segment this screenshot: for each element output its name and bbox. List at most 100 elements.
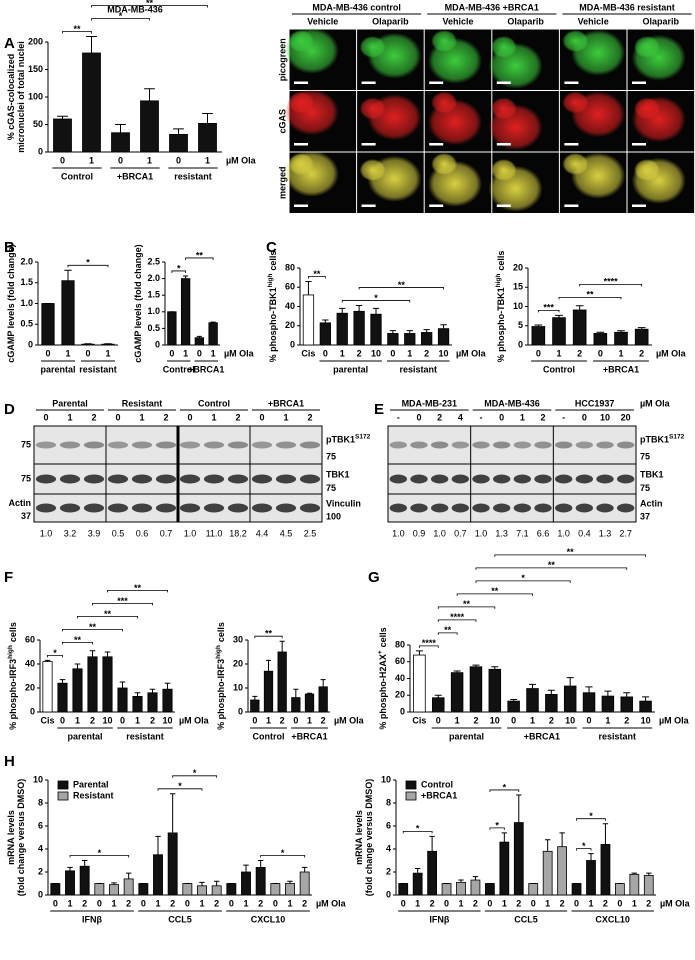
band (299, 441, 321, 449)
lane-label: 2 (307, 412, 312, 422)
x-tick-label: 2 (424, 348, 429, 358)
band (275, 441, 297, 449)
bar (302, 294, 315, 346)
x-tick-label: 2 (321, 715, 326, 725)
error-bar (183, 275, 189, 279)
error-bar (623, 692, 631, 697)
bar (398, 883, 409, 896)
bar (169, 133, 188, 153)
legend-swatch (57, 780, 69, 790)
bar (194, 337, 205, 346)
bar (42, 661, 53, 713)
error-bar (59, 679, 66, 684)
y-tick-label: 4 (38, 843, 43, 853)
group-label: parental (67, 731, 102, 741)
error-bar (243, 864, 249, 872)
x-tick-label: 0 (45, 348, 50, 358)
y-axis-label: cGAMP levels (fold change) (6, 244, 16, 362)
band (513, 503, 532, 513)
group-label: Control (163, 364, 195, 374)
significance-label: ** (74, 635, 82, 645)
lane-label: 2 (235, 412, 240, 422)
lane-label: 0 (115, 412, 120, 422)
lane-label: 1 (139, 412, 144, 422)
error-bar (453, 670, 461, 673)
scale-bar (496, 204, 511, 207)
error-bar (516, 794, 522, 823)
error-bar (202, 113, 213, 124)
row-label: Actin (640, 499, 663, 509)
significance-label: ** (313, 269, 321, 279)
group-label: resistant (399, 364, 437, 374)
group-label: IFNβ (429, 914, 449, 924)
microscopy-panel: MDA-MB-436 control Vehicle Olaparib MDA-MB-… (277, 2, 695, 213)
lane-label: - (397, 412, 400, 422)
bar (526, 688, 539, 713)
y-axis-label-sup: + (377, 650, 384, 654)
nucleus (634, 159, 660, 181)
significance-label: ** (73, 24, 81, 34)
error-bar (534, 324, 543, 327)
x-tick-label: Cis (412, 715, 426, 725)
blot-header: MDA-MB-231 (402, 398, 458, 408)
panel-label: A (4, 35, 15, 52)
x-tick-label: 0 (536, 348, 541, 358)
bar (542, 850, 553, 896)
bar (162, 688, 173, 713)
error-bar (144, 88, 155, 101)
quantification: 0.7 (454, 528, 467, 538)
band (131, 474, 153, 484)
row-label-text: pTBK1 (326, 435, 355, 445)
group-label: CCL5 (168, 914, 192, 924)
mw-marker: 100 (326, 511, 341, 521)
scale-bar (496, 143, 511, 146)
band (35, 474, 57, 484)
band (179, 503, 201, 513)
y-axis-label-sup: high (267, 274, 274, 288)
bar (370, 313, 382, 346)
x-tick-label: Cis (301, 348, 315, 358)
y-tick-label: 0 (386, 889, 391, 899)
mw-marker: 37 (640, 511, 650, 521)
error-bar (74, 663, 81, 669)
error-bar (89, 650, 96, 657)
error-bar (57, 115, 68, 119)
band (472, 503, 490, 513)
nucleus (562, 91, 589, 114)
group-label: +BRCA1 (188, 364, 224, 374)
row-label-text: TBK1 (326, 470, 350, 480)
blot-strip (387, 493, 637, 523)
bar (87, 656, 98, 713)
band (35, 441, 57, 449)
y-tick-label: 60 (25, 634, 35, 644)
lane-label: 2 (540, 412, 545, 422)
bar (456, 881, 466, 896)
significance-bracket (69, 855, 130, 858)
error-bar (134, 692, 141, 697)
x-tick-label: 10 (641, 715, 651, 725)
quantification: 1.0 (557, 528, 570, 538)
blot-header: MDA-MB-436 (484, 398, 540, 408)
nucleus (359, 97, 386, 120)
x-tick-label: 1 (199, 898, 204, 908)
significance-bracket (62, 31, 92, 34)
significance-bracket (576, 848, 592, 851)
nucleus (431, 30, 458, 52)
western-blot: E MDA-MB-231 MDA-MB-436 HCC1937 µM Ola - 0 2 4 - 0… (374, 398, 685, 538)
x-tick-label: 1 (407, 348, 412, 358)
significance-bracket (494, 554, 646, 557)
bar (53, 118, 72, 153)
bar (432, 697, 445, 713)
y-tick-label: 0.5 (20, 319, 33, 329)
band (596, 441, 614, 449)
y-tick-label: 15 (513, 282, 523, 292)
blot-header: Parental (52, 398, 88, 408)
row-label-sup: S172 (355, 434, 371, 441)
band (596, 503, 614, 513)
lane-label: 0 (416, 412, 421, 422)
group-label: resistant (599, 731, 637, 741)
panel-label: G (368, 569, 380, 586)
bar (601, 695, 615, 713)
significance-bracket (475, 567, 628, 570)
